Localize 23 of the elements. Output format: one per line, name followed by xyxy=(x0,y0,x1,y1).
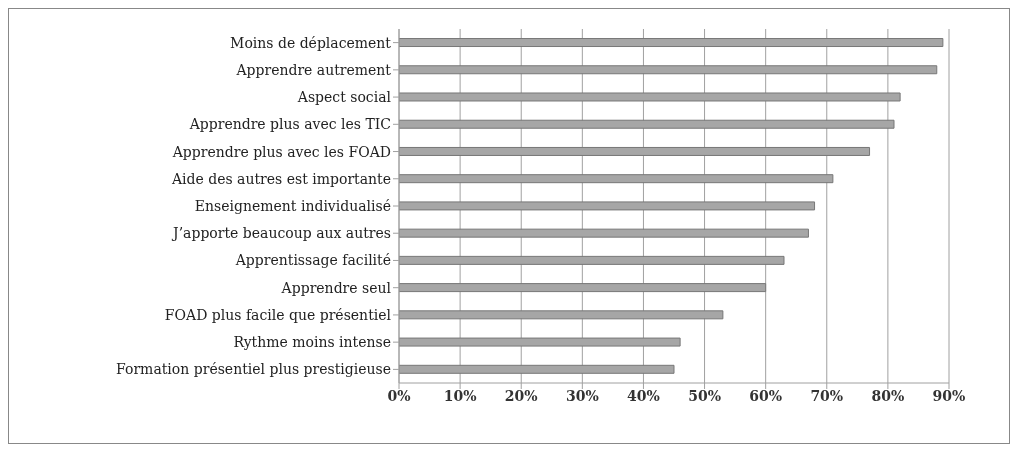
x-tick-label: 60% xyxy=(749,387,783,404)
y-tick-label: Aide des autres est importante xyxy=(170,170,391,187)
y-tick-label: Enseignement individualisé xyxy=(194,197,391,214)
y-tick-label: Apprendre seul xyxy=(280,279,392,296)
y-tick-label: Moins de déplacement xyxy=(230,34,392,51)
x-tick-label: 10% xyxy=(443,387,477,404)
x-tick-label: 30% xyxy=(565,387,599,404)
x-tick-label: 50% xyxy=(688,387,721,404)
y-tick-label: Formation présentiel plus prestigieuse xyxy=(116,361,391,378)
x-tick-label: 0% xyxy=(387,387,411,404)
y-tick-label: Aspect social xyxy=(296,89,392,106)
y-tick-label: Apprendre plus avec les TIC xyxy=(188,116,391,133)
x-tick-label: 40% xyxy=(627,387,660,404)
y-tick-label: Apprendre plus avec les FOAD xyxy=(171,143,391,160)
y-tick-label: FOAD plus facile que présentiel xyxy=(164,306,392,323)
y-tick-label: Rythme moins intense xyxy=(233,334,391,351)
y-tick-label: J’apporte beaucoup aux autres xyxy=(171,225,391,242)
y-tick-label: Apprentissage facilité xyxy=(234,252,391,269)
x-tick-label: 70% xyxy=(810,387,844,404)
x-tick-label: 90% xyxy=(932,387,966,404)
y-tick-label: Apprendre autrement xyxy=(235,61,392,78)
x-tick-label: 20% xyxy=(504,387,538,404)
x-tick-label: 80% xyxy=(871,387,905,404)
